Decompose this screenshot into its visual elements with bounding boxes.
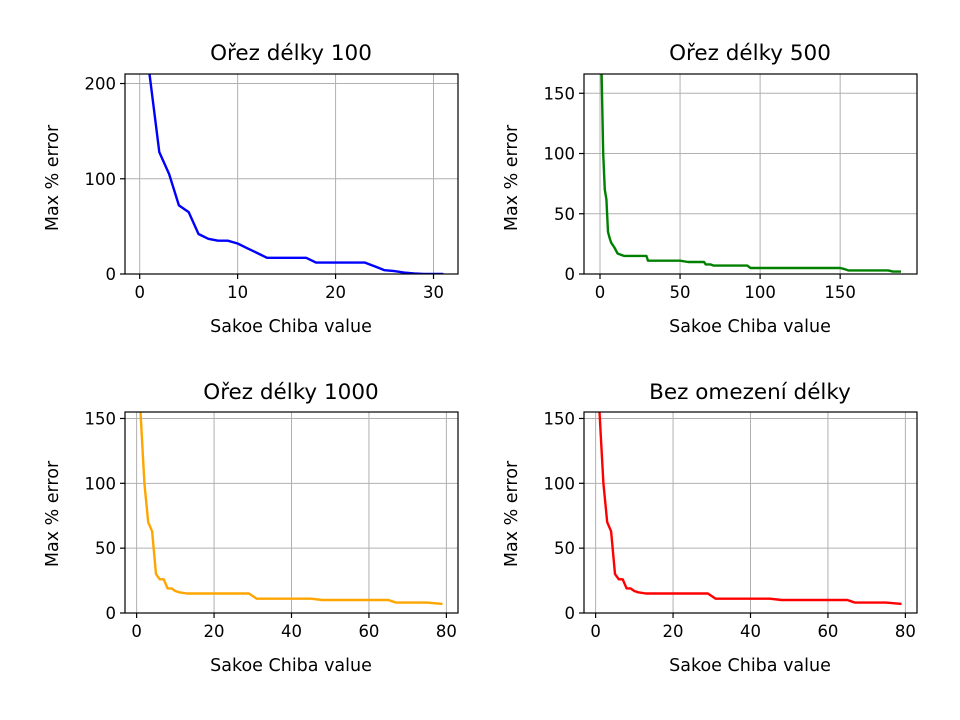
x-tick-label: 60 xyxy=(817,622,838,641)
x-tick-label: 150 xyxy=(824,283,856,302)
x-tick-label: 80 xyxy=(436,622,457,641)
subplot-3: Ořez délky 1000 Sakoe Chiba value Max % … xyxy=(43,380,459,676)
axes-frame xyxy=(124,73,459,275)
y-axis-label: Max % error xyxy=(502,124,522,231)
y-tick-label: 150 xyxy=(544,84,576,103)
x-tick-label: 0 xyxy=(595,283,606,302)
y-tick-label: 100 xyxy=(85,474,117,493)
axes-frame xyxy=(583,73,918,275)
subplot-4: Bez omezení délky Sakoe Chiba value Max … xyxy=(502,380,918,676)
subplot-title: Ořez délky 1000 xyxy=(203,380,378,405)
y-tick-label: 150 xyxy=(544,409,576,428)
y-tick-label: 150 xyxy=(85,409,117,428)
x-axis-label: Sakoe Chiba value xyxy=(210,656,372,676)
y-tick-label: 50 xyxy=(554,205,575,224)
y-tick-label: 0 xyxy=(565,604,576,623)
series-line xyxy=(139,412,443,606)
x-tick-label: 20 xyxy=(204,622,225,641)
y-tick-label: 100 xyxy=(85,170,117,189)
y-tick-label: 50 xyxy=(95,539,116,558)
x-axis-label: Sakoe Chiba value xyxy=(669,317,831,337)
x-tick-label: 0 xyxy=(134,283,145,302)
x-tick-label: 0 xyxy=(590,622,601,641)
subplot-title: Ořez délky 100 xyxy=(210,41,372,66)
series-line xyxy=(148,74,444,274)
subplot-1: Ořez délky 100 Sakoe Chiba value Max % e… xyxy=(43,41,459,337)
subplot-title: Bez omezení délky xyxy=(649,380,851,405)
x-tick-label: 80 xyxy=(895,622,916,641)
x-tick-label: 40 xyxy=(740,622,761,641)
x-tick-label: 20 xyxy=(325,283,346,302)
y-tick-label: 100 xyxy=(544,145,576,164)
subplot-title: Ořez délky 500 xyxy=(669,41,831,66)
x-tick-label: 20 xyxy=(663,622,684,641)
y-tick-label: 50 xyxy=(554,539,575,558)
y-tick-label: 0 xyxy=(106,604,117,623)
y-tick-label: 100 xyxy=(544,474,576,493)
subplot-2: Ořez délky 500 Sakoe Chiba value Max % e… xyxy=(502,41,918,337)
x-tick-label: 40 xyxy=(281,622,302,641)
x-tick-label: 10 xyxy=(227,283,248,302)
x-tick-label: 60 xyxy=(358,622,379,641)
series-line xyxy=(600,74,901,273)
x-tick-label: 30 xyxy=(423,283,444,302)
y-axis-label: Max % error xyxy=(502,460,522,567)
series-line xyxy=(598,412,902,606)
y-axis-label: Max % error xyxy=(43,124,63,231)
x-tick-label: 0 xyxy=(131,622,142,641)
y-tick-label: 0 xyxy=(106,265,117,284)
y-axis-label: Max % error xyxy=(43,460,63,567)
y-tick-label: 0 xyxy=(565,265,576,284)
x-tick-label: 50 xyxy=(670,283,691,302)
y-tick-label: 200 xyxy=(85,75,117,94)
x-axis-label: Sakoe Chiba value xyxy=(210,317,372,337)
x-tick-label: 100 xyxy=(744,283,776,302)
x-axis-label: Sakoe Chiba value xyxy=(669,656,831,676)
